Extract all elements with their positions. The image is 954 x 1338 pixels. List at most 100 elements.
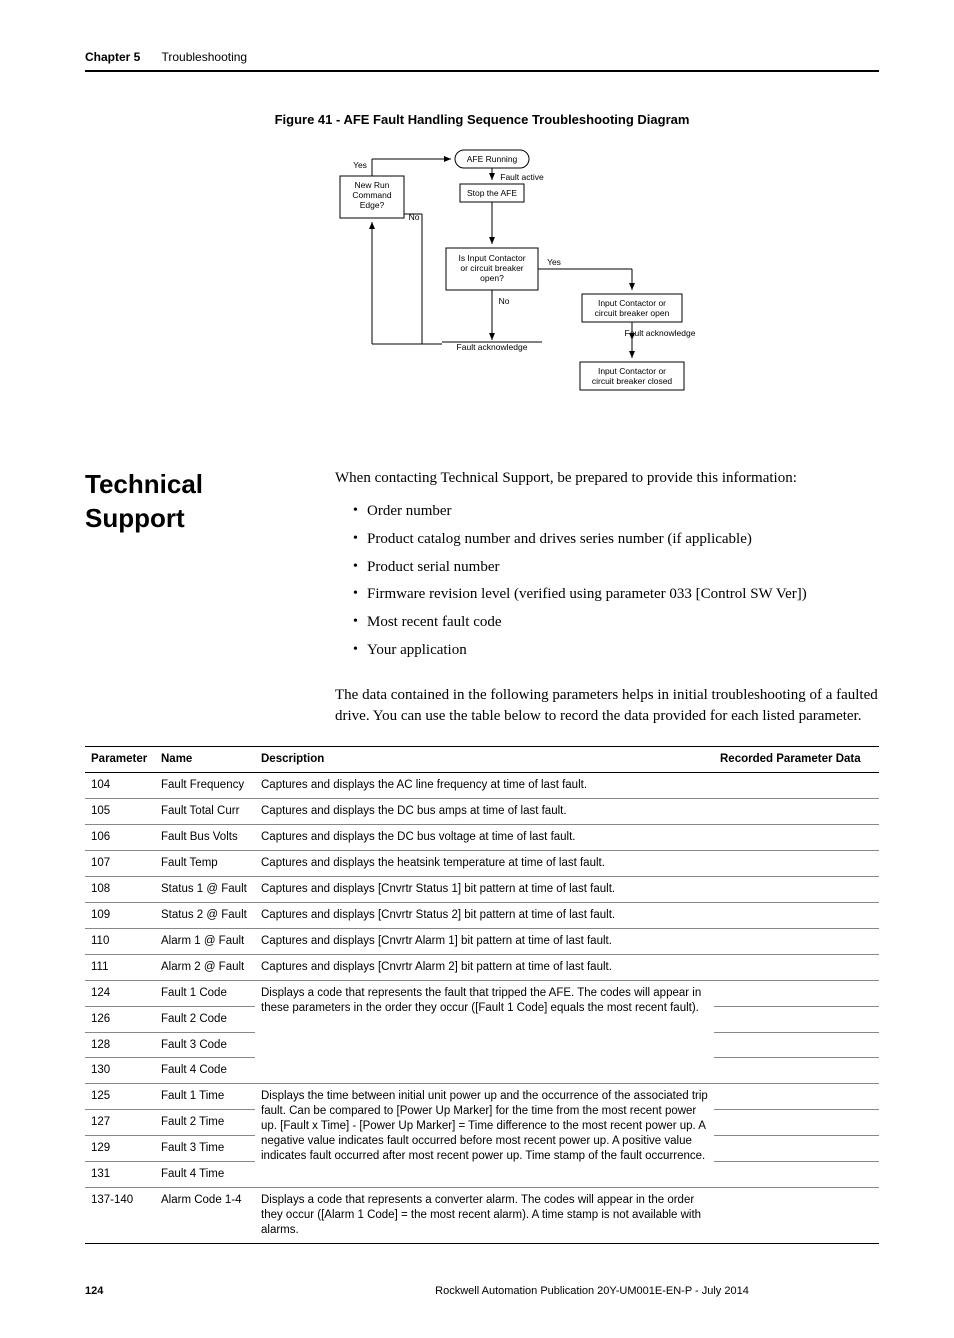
label-yes-2: Yes xyxy=(547,257,561,267)
table-cell: 128 xyxy=(85,1032,155,1058)
table-cell: Captures and displays [Cnvrtr Alarm 2] b… xyxy=(255,954,714,980)
table-cell: 126 xyxy=(85,1006,155,1032)
parameter-table: Parameter Name Description Recorded Para… xyxy=(85,746,879,1244)
table-cell xyxy=(714,980,879,1006)
para2: The data contained in the following para… xyxy=(335,685,879,729)
list-item: Product serial number xyxy=(353,554,879,582)
table-cell: 131 xyxy=(85,1162,155,1188)
table-row: 110Alarm 1 @ FaultCaptures and displays … xyxy=(85,928,879,954)
label-yes-1: Yes xyxy=(353,160,367,170)
table-cell: Displays a code that represents the faul… xyxy=(255,980,714,1084)
table-cell: 130 xyxy=(85,1058,155,1084)
svg-text:open?: open? xyxy=(480,273,504,283)
table-cell: Captures and displays [Cnvrtr Alarm 1] b… xyxy=(255,928,714,954)
svg-text:New Run: New Run xyxy=(355,180,390,190)
table-cell xyxy=(714,1136,879,1162)
table-cell: 106 xyxy=(85,825,155,851)
table-cell: Captures and displays [Cnvrtr Status 2] … xyxy=(255,902,714,928)
node-input-closed-2: circuit breaker closed xyxy=(592,376,673,386)
table-cell xyxy=(714,1084,879,1110)
table-row: 109Status 2 @ FaultCaptures and displays… xyxy=(85,902,879,928)
table-cell: Captures and displays the heatsink tempe… xyxy=(255,850,714,876)
table-cell: Captures and displays the AC line freque… xyxy=(255,773,714,799)
table-cell xyxy=(714,1110,879,1136)
table-cell: Fault 4 Code xyxy=(155,1058,255,1084)
table-cell: Alarm 1 @ Fault xyxy=(155,928,255,954)
svg-text:Edge?: Edge? xyxy=(360,200,385,210)
table-cell xyxy=(714,876,879,902)
svg-text:Command: Command xyxy=(352,190,391,200)
table-cell xyxy=(714,850,879,876)
table-row: 107Fault TempCaptures and displays the h… xyxy=(85,850,879,876)
flowchart-diagram: AFE Running Fault active Stop the AFE Ne… xyxy=(85,144,879,424)
node-new-run: New Run Command Edge? xyxy=(340,176,404,218)
table-cell: 127 xyxy=(85,1110,155,1136)
node-input-open-1: Input Contactor or xyxy=(598,298,666,308)
table-cell: Status 1 @ Fault xyxy=(155,876,255,902)
table-cell: Alarm Code 1-4 xyxy=(155,1188,255,1244)
table-cell xyxy=(714,1058,879,1084)
table-cell: Fault Temp xyxy=(155,850,255,876)
chapter-label: Chapter 5 xyxy=(85,50,140,64)
svg-text:Is Input Contactor: Is Input Contactor xyxy=(458,253,525,263)
table-cell: 105 xyxy=(85,799,155,825)
list-item: Most recent fault code xyxy=(353,609,879,637)
figure-title: Figure 41 - AFE Fault Handling Sequence … xyxy=(85,112,879,129)
node-stop-afe: Stop the AFE xyxy=(467,188,517,198)
table-row: 111Alarm 2 @ FaultCaptures and displays … xyxy=(85,954,879,980)
table-row: 106Fault Bus VoltsCaptures and displays … xyxy=(85,825,879,851)
page-footer: 124 Rockwell Automation Publication 20Y-… xyxy=(85,1284,879,1298)
table-cell: Captures and displays the DC bus amps at… xyxy=(255,799,714,825)
table-cell: Displays a code that represents a conver… xyxy=(255,1188,714,1244)
table-cell: 110 xyxy=(85,928,155,954)
table-cell: 109 xyxy=(85,902,155,928)
table-cell xyxy=(714,954,879,980)
table-cell: Fault 2 Code xyxy=(155,1006,255,1032)
node-fault-ack-center: Fault acknowledge xyxy=(457,342,528,352)
table-row: 104Fault FrequencyCaptures and displays … xyxy=(85,773,879,799)
table-cell: Fault 3 Time xyxy=(155,1136,255,1162)
list-item: Firmware revision level (verified using … xyxy=(353,581,879,609)
table-cell: Status 2 @ Fault xyxy=(155,902,255,928)
label-no-2: No xyxy=(499,296,510,306)
support-list: Order number Product catalog number and … xyxy=(335,498,879,665)
col-parameter: Parameter xyxy=(85,747,155,773)
intro-text: When contacting Technical Support, be pr… xyxy=(335,468,879,490)
table-cell: 108 xyxy=(85,876,155,902)
table-cell xyxy=(714,1188,879,1244)
list-item: Order number xyxy=(353,498,879,526)
section-heading: Technical Support xyxy=(85,468,305,536)
table-row: 125Fault 1 TimeDisplays the time between… xyxy=(85,1084,879,1110)
table-cell xyxy=(714,799,879,825)
section-label: Troubleshooting xyxy=(161,50,247,64)
table-cell: Fault 2 Time xyxy=(155,1110,255,1136)
table-row: 105Fault Total CurrCaptures and displays… xyxy=(85,799,879,825)
table-cell: Fault Bus Volts xyxy=(155,825,255,851)
list-item: Product catalog number and drives series… xyxy=(353,526,879,554)
label-fault-ack-right: Fault acknowledge xyxy=(625,328,696,338)
table-cell: 125 xyxy=(85,1084,155,1110)
table-cell xyxy=(714,1032,879,1058)
col-recorded: Recorded Parameter Data xyxy=(714,747,879,773)
table-cell xyxy=(714,1162,879,1188)
label-fault-active: Fault active xyxy=(500,172,544,182)
table-row: 137-140Alarm Code 1-4Displays a code tha… xyxy=(85,1188,879,1244)
col-name: Name xyxy=(155,747,255,773)
list-item: Your application xyxy=(353,637,879,665)
table-cell: 124 xyxy=(85,980,155,1006)
table-cell: Fault 4 Time xyxy=(155,1162,255,1188)
node-is-input: Is Input Contactor or circuit breaker op… xyxy=(446,248,538,290)
table-cell: Alarm 2 @ Fault xyxy=(155,954,255,980)
table-cell: Captures and displays [Cnvrtr Status 1] … xyxy=(255,876,714,902)
table-cell xyxy=(714,928,879,954)
table-cell: 104 xyxy=(85,773,155,799)
table-cell: Fault Frequency xyxy=(155,773,255,799)
page-header: Chapter 5 Troubleshooting xyxy=(85,50,879,72)
table-row: 124Fault 1 CodeDisplays a code that repr… xyxy=(85,980,879,1006)
table-cell: Fault 1 Code xyxy=(155,980,255,1006)
table-cell: Fault Total Curr xyxy=(155,799,255,825)
table-row: 108Status 1 @ FaultCaptures and displays… xyxy=(85,876,879,902)
table-cell xyxy=(714,773,879,799)
table-cell: Fault 1 Time xyxy=(155,1084,255,1110)
table-cell: 129 xyxy=(85,1136,155,1162)
